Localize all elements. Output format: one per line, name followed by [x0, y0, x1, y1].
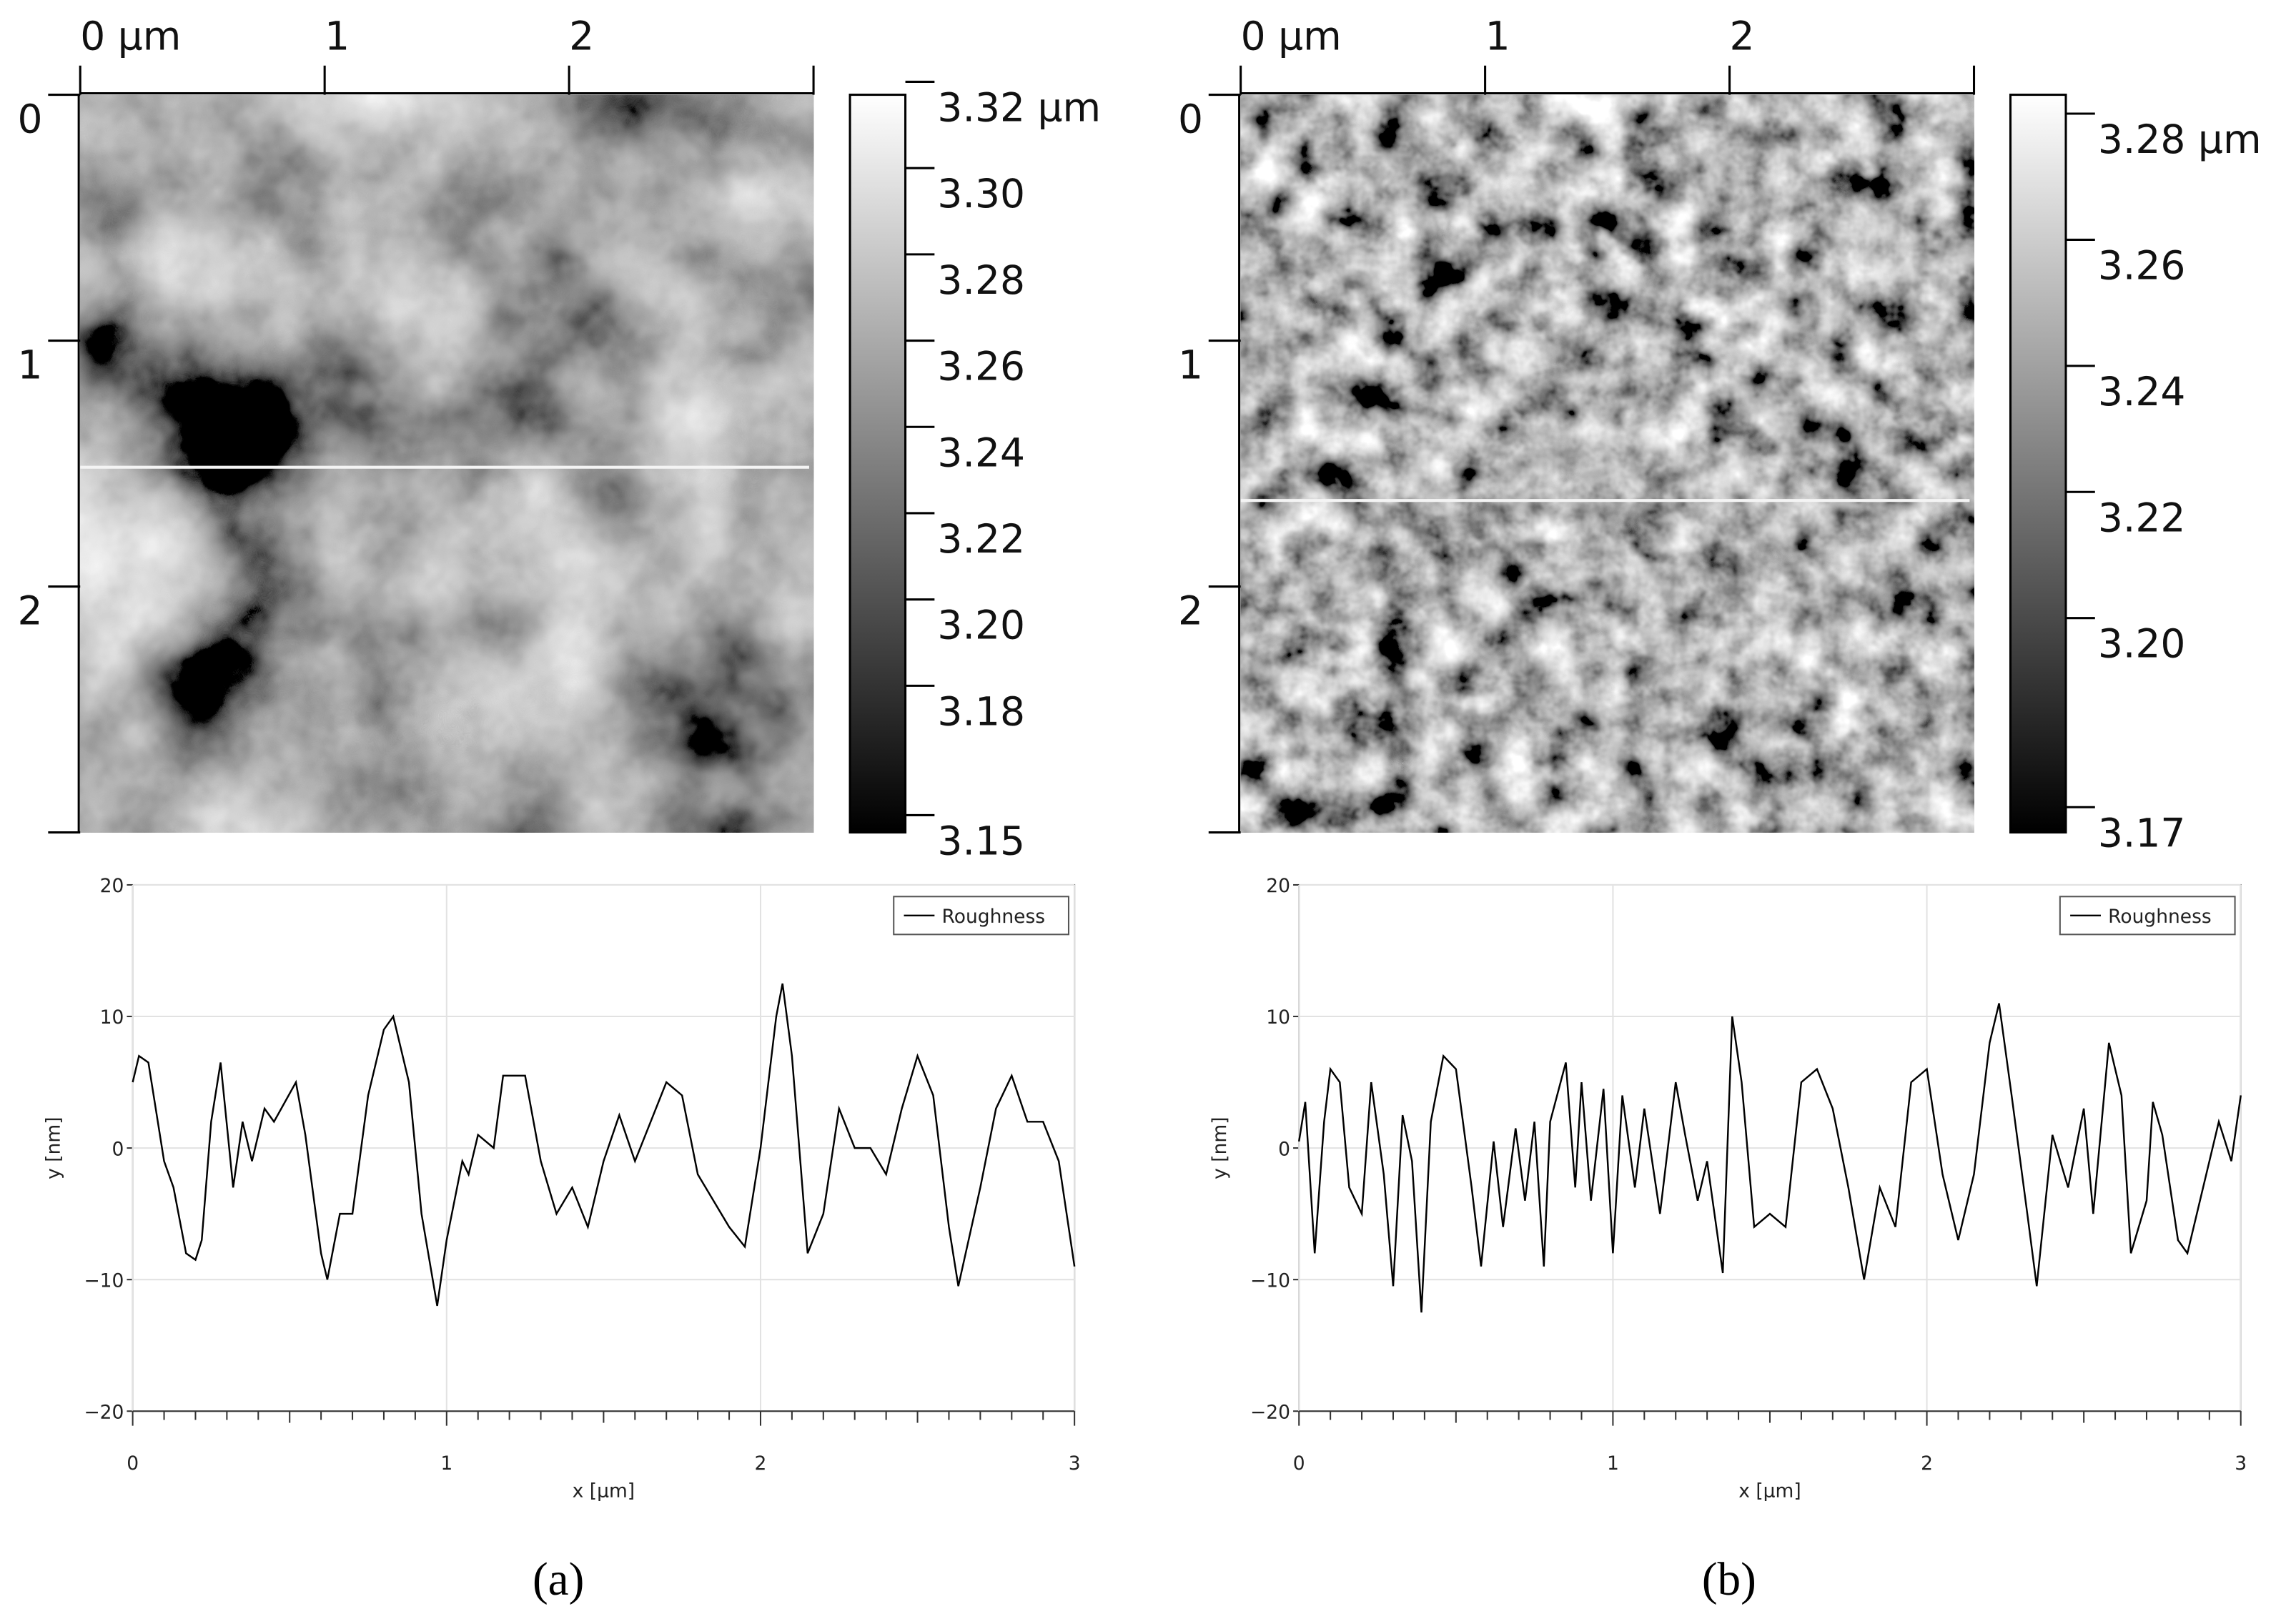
colorbar-tick-label: 3.30 — [937, 171, 1025, 217]
colorbar-tick-label: 3.28 µm — [2098, 117, 2262, 162]
x-tick-label: 0 µm — [1241, 13, 1342, 59]
x-tick-label: 1 — [1607, 1452, 1619, 1475]
y-tick-label: −20 — [1250, 1401, 1290, 1423]
x-tick-label: 2 — [755, 1452, 767, 1475]
y-tick-label: 1 — [18, 342, 43, 388]
y-axis-label: y [nm] — [1209, 1116, 1231, 1179]
y-tick-label: 2 — [18, 588, 43, 634]
x-tick-label: 3 — [2235, 1452, 2247, 1475]
y-tick-label: 10 — [100, 1006, 124, 1029]
colorbar-tick-label: 3.24 — [937, 430, 1025, 475]
x-tick-label: 2 — [569, 13, 594, 59]
colorbar-tick-label: 3.24 — [2098, 369, 2186, 415]
panel-label: (a) — [533, 1554, 584, 1605]
y-tick-label: −10 — [1250, 1269, 1290, 1292]
y-tick-label: 0 — [112, 1138, 124, 1160]
colorbar-tick-label: 3.20 — [937, 603, 1025, 648]
panel-label: (b) — [1702, 1554, 1756, 1605]
x-tick-label: 2 — [1730, 13, 1755, 59]
y-tick-label: 0 — [1178, 96, 1203, 142]
series-line — [1298, 1003, 2242, 1313]
legend-label: Roughness — [2108, 906, 2212, 928]
x-axis-label: x [µm] — [1738, 1480, 1801, 1502]
x-tick-label: 1 — [325, 13, 350, 59]
x-tick-label: 1 — [1485, 13, 1510, 59]
x-tick-label: 0 — [1293, 1452, 1305, 1475]
colorbar-tick-label: 3.22 — [937, 516, 1025, 562]
y-tick-label: 2 — [1178, 588, 1203, 634]
y-tick-label: 1 — [1178, 342, 1203, 388]
y-tick-label: 0 — [18, 96, 43, 142]
colorbar-tick-label: 3.26 — [937, 344, 1025, 390]
colorbar-tick-label: 3.20 — [2098, 621, 2186, 667]
y-tick-label: −20 — [84, 1401, 124, 1423]
colorbar-tick-label: 3.32 µm — [937, 85, 1101, 131]
y-tick-label: 0 — [1278, 1138, 1290, 1160]
colorbar — [2009, 94, 2067, 834]
colorbar-tick-label: 3.26 — [2098, 243, 2186, 289]
x-axis-label: x [µm] — [573, 1480, 635, 1502]
y-tick-label: 10 — [1266, 1006, 1290, 1029]
series-line — [132, 983, 1076, 1307]
afm-image — [1240, 94, 1974, 833]
colorbar-tick-label: 3.15 — [937, 818, 1025, 863]
y-axis-label: y [nm] — [43, 1116, 65, 1179]
y-tick-label: 20 — [1266, 875, 1290, 897]
afm-image — [80, 94, 814, 833]
colorbar-tick-label: 3.17 — [2098, 810, 2186, 856]
y-tick-label: −10 — [84, 1269, 124, 1292]
x-tick-label: 1 — [440, 1452, 452, 1475]
x-tick-label: 3 — [1069, 1452, 1081, 1475]
x-tick-label: 0 — [127, 1452, 139, 1475]
colorbar-tick-label: 3.18 — [937, 688, 1025, 734]
y-tick-label: 20 — [100, 875, 124, 897]
colorbar-tick-label: 3.22 — [2098, 495, 2186, 540]
x-tick-label: 0 µm — [80, 13, 181, 59]
x-tick-label: 2 — [1921, 1452, 1933, 1475]
colorbar-tick-label: 3.28 — [937, 257, 1025, 303]
legend-label: Roughness — [942, 906, 1046, 928]
colorbar — [848, 94, 907, 834]
